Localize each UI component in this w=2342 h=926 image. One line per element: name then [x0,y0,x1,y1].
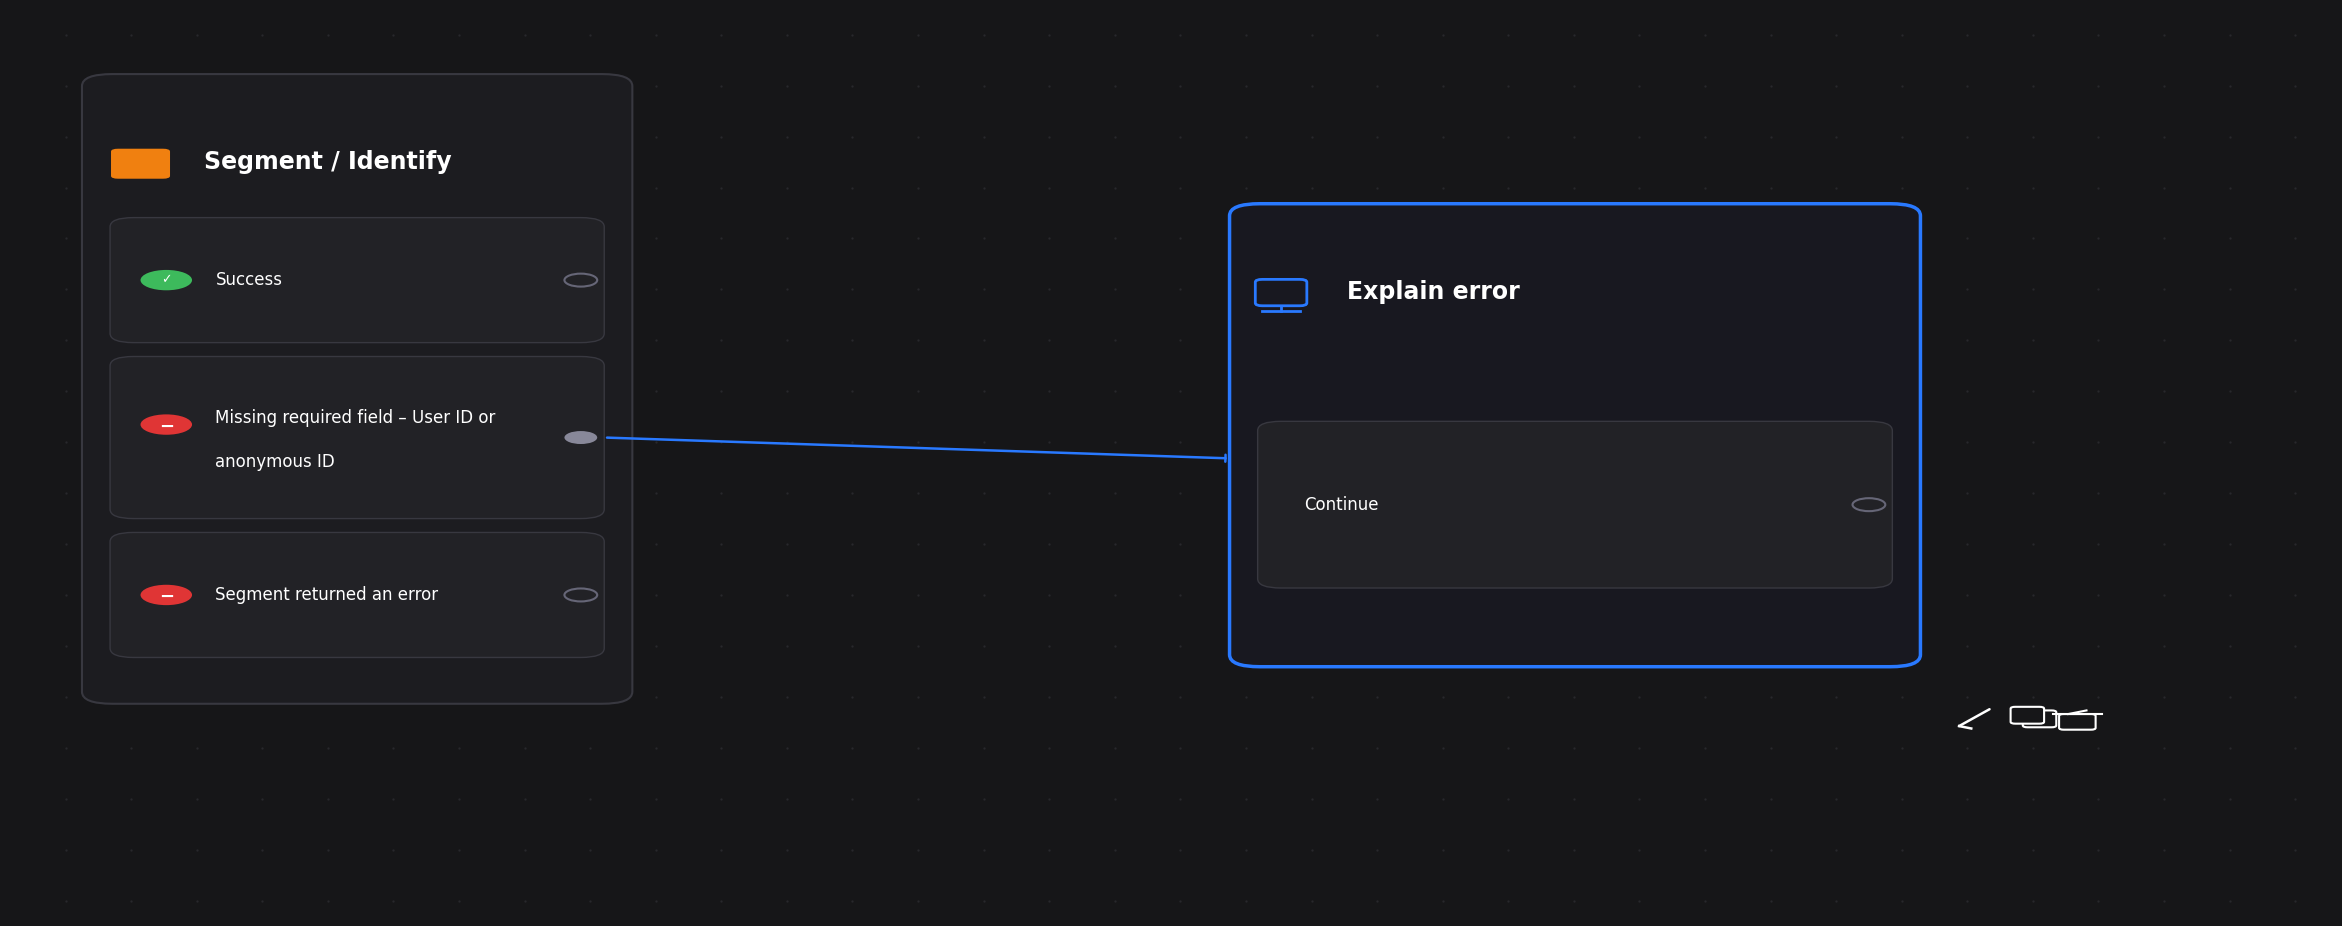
FancyBboxPatch shape [82,74,632,704]
Text: ★: ★ [129,148,152,176]
FancyBboxPatch shape [110,357,604,519]
Text: Explain error: Explain error [1347,280,1520,304]
FancyBboxPatch shape [1230,204,1920,667]
FancyBboxPatch shape [110,532,604,657]
Text: Success: Success [215,271,283,289]
FancyBboxPatch shape [110,149,171,179]
Circle shape [141,415,192,435]
Text: Segment / Identify: Segment / Identify [204,150,452,174]
Circle shape [141,270,192,291]
Text: Segment returned an error: Segment returned an error [215,586,438,604]
Text: −: − [159,588,173,606]
FancyBboxPatch shape [2009,707,2045,724]
FancyBboxPatch shape [1258,421,1892,588]
Text: anonymous ID: anonymous ID [215,453,335,470]
Circle shape [141,585,192,606]
Circle shape [564,431,597,444]
Text: ✓: ✓ [162,273,171,287]
Text: −: − [159,418,173,435]
FancyBboxPatch shape [110,218,604,343]
Text: Continue: Continue [1304,495,1379,514]
Text: Missing required field – User ID or: Missing required field – User ID or [215,409,497,427]
